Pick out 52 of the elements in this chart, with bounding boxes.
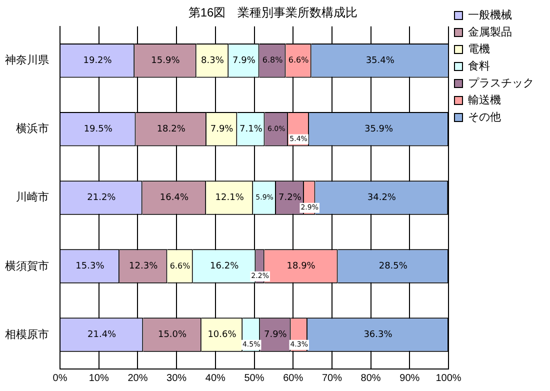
data-label: 8.3% — [201, 56, 224, 66]
data-label: 18.2% — [156, 124, 186, 135]
data-label: 28.5% — [378, 262, 408, 272]
x-tick-label: 40% — [205, 372, 226, 384]
x-tick-label: 70% — [322, 372, 342, 384]
legend-label: 食料 — [468, 60, 490, 73]
data-label: 19.5% — [84, 124, 113, 135]
data-label: 6.6% — [170, 261, 191, 270]
x-tick-label: 10% — [88, 372, 109, 384]
x-tick-label: 100% — [436, 372, 462, 384]
data-label: 19.2% — [83, 56, 112, 66]
y-tick-label: 神奈川県 — [5, 54, 49, 67]
data-label: 35.4% — [366, 56, 395, 66]
data-label: 34.2% — [367, 193, 396, 204]
legend-label: 輸送機 — [468, 94, 501, 107]
data-label: 18.9% — [286, 262, 316, 272]
data-label: 15.3% — [76, 262, 105, 272]
x-tick-label: 80% — [360, 372, 381, 384]
data-label: 36.3% — [364, 330, 393, 340]
data-label: 15.0% — [158, 330, 188, 340]
y-tick-label: 川崎市 — [16, 190, 49, 204]
data-label: 16.2% — [210, 262, 240, 272]
x-tick-label: 20% — [128, 372, 148, 384]
data-label: 16.4% — [160, 193, 189, 204]
x-tick-label: 0% — [52, 372, 68, 384]
data-label: 7.9% — [232, 56, 256, 66]
y-tick-label: 横浜市 — [16, 122, 49, 136]
data-label: 12.1% — [215, 193, 244, 204]
y-tick-label: 横須賀市 — [5, 259, 49, 272]
data-label: 12.3% — [129, 262, 158, 272]
data-label: 7.1% — [240, 124, 263, 135]
data-label: 21.4% — [88, 330, 117, 340]
data-label: 21.2% — [87, 193, 116, 204]
data-label: 7.9% — [264, 330, 288, 340]
data-label: 6.6% — [288, 56, 310, 65]
data-label: 6.8% — [262, 56, 284, 65]
legend-label: その他 — [468, 112, 501, 124]
legend-label: 金属製品 — [468, 26, 512, 39]
data-label: 7.9% — [210, 124, 234, 135]
legend-label: プラスチック — [468, 76, 534, 90]
x-tick-label: 50% — [244, 372, 264, 384]
y-tick-label: 相模原市 — [5, 328, 49, 341]
legend-label: 電機 — [468, 44, 490, 56]
x-tick-label: 60% — [283, 372, 304, 384]
data-label: 15.9% — [151, 56, 180, 66]
data-label: 35.9% — [364, 124, 394, 135]
legend-label: 一般機械 — [468, 8, 512, 22]
chart-title: 第16図 業種別事業所数構成比 — [188, 6, 358, 20]
data-label: 10.6% — [208, 330, 237, 340]
x-tick-label: 30% — [166, 372, 187, 384]
data-label: 7.2% — [278, 193, 302, 204]
x-tick-label: 90% — [400, 372, 420, 384]
